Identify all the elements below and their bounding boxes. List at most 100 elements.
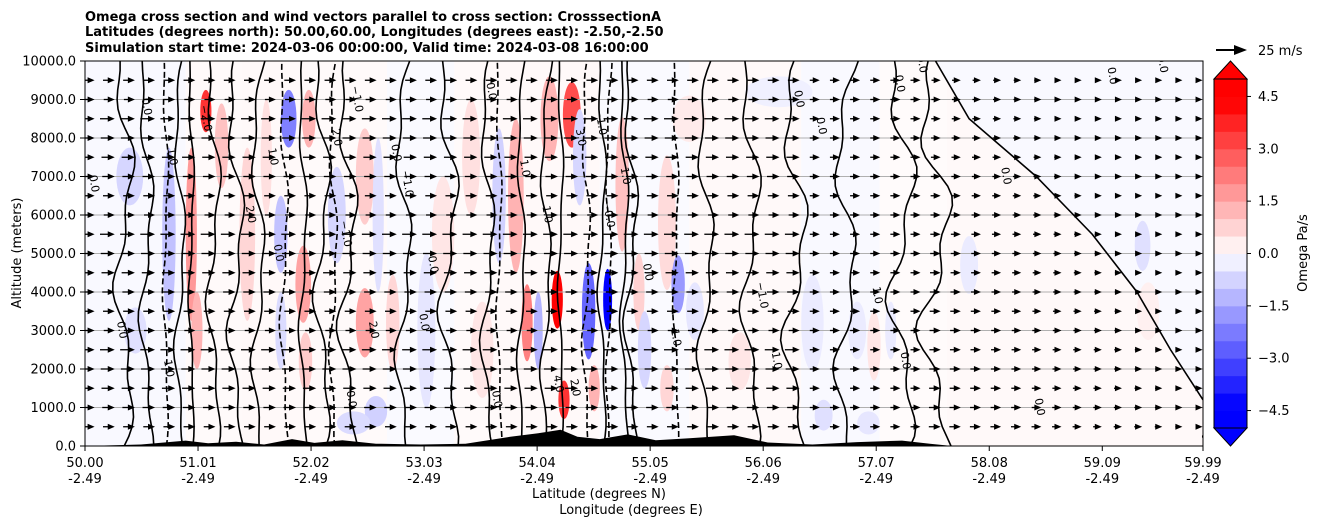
- wind-vector-493: [586, 77, 599, 84]
- wind-vector-head: [812, 366, 820, 372]
- x-tick-latitude-2: 52.02: [292, 456, 329, 471]
- wind-vector-312: [403, 269, 417, 276]
- wind-vector-98: [181, 366, 196, 372]
- wind-vector-head: [1074, 308, 1082, 315]
- wind-vector-head: [571, 212, 579, 218]
- wind-vector-head: [1175, 404, 1183, 411]
- wind-vector-head: [490, 173, 498, 180]
- wind-vector-107: [183, 192, 196, 199]
- wind-vector-head: [289, 346, 297, 353]
- contour-label-28: 1.0: [769, 351, 785, 370]
- wind-vector-head: [148, 404, 156, 411]
- wind-vector-head: [550, 423, 558, 430]
- wind-vector-head: [812, 231, 820, 238]
- wind-vector-head: [913, 135, 921, 141]
- wind-vector-head: [289, 289, 297, 295]
- wind-vector-head: [772, 423, 780, 430]
- wind-vector-head: [530, 77, 538, 84]
- wind-vector-head: [148, 327, 156, 334]
- wind-vector-214: [305, 327, 317, 334]
- wind-vector-head: [268, 385, 276, 392]
- wind-vector-head: [873, 385, 881, 392]
- wind-vector-216: [303, 289, 317, 295]
- wind-vector-804: [929, 308, 941, 315]
- wind-vector-head: [671, 192, 679, 199]
- wind-vector-1016: [1155, 250, 1163, 257]
- colorbar-segment-7: [1214, 288, 1247, 307]
- wind-vector-104: [181, 250, 196, 257]
- wind-vector-249: [343, 385, 357, 392]
- wind-vector-394: [484, 154, 498, 161]
- wind-vector-head: [1114, 404, 1122, 411]
- wind-vector-1006: [1135, 77, 1143, 84]
- wind-vector-head: [1155, 77, 1163, 84]
- wind-vector-head: [1175, 135, 1183, 141]
- wind-vector-93: [164, 96, 176, 103]
- wind-vector-100: [184, 327, 196, 334]
- wind-vector-550: [646, 77, 659, 84]
- wind-vector-head: [651, 154, 659, 161]
- wind-vector-head: [832, 289, 840, 295]
- wind-vector-head: [389, 212, 397, 218]
- wind-vector-head: [430, 404, 438, 411]
- wind-vector-429: [526, 212, 538, 218]
- wind-vector-522: [624, 250, 639, 257]
- contour-label-27: −1.0: [753, 281, 770, 310]
- wind-vector-head: [470, 115, 478, 122]
- wind-vector-head: [913, 404, 921, 411]
- wind-vector-head: [1135, 366, 1143, 372]
- wind-vector-head: [1014, 250, 1022, 257]
- wind-vector-741: [870, 423, 881, 430]
- wind-vector-head: [409, 308, 417, 315]
- wind-vector-head: [530, 212, 538, 218]
- wind-vector-362: [464, 404, 478, 411]
- wind-vector-810: [930, 192, 941, 199]
- wind-vector-370: [463, 250, 478, 257]
- wind-vector-head: [1034, 385, 1042, 392]
- wind-vector-head: [1175, 366, 1183, 372]
- wind-vector-40: [121, 385, 135, 392]
- wind-vector-head: [933, 327, 941, 334]
- wind-vector-981: [1114, 192, 1122, 199]
- wind-vector-head: [127, 423, 135, 430]
- wind-vector-348: [445, 308, 458, 315]
- wind-vector-head: [832, 385, 840, 392]
- wind-vector-640: [746, 173, 760, 180]
- x-tick-longitude-8: -2.49: [972, 472, 1006, 487]
- wind-vector-head: [631, 231, 639, 238]
- wind-vector-984: [1114, 135, 1122, 141]
- wind-vector-head: [1175, 327, 1183, 334]
- wind-vector-796: [910, 96, 921, 103]
- wind-vector-head: [550, 366, 558, 372]
- wind-vector-826: [950, 250, 961, 257]
- wind-vector-head: [571, 154, 579, 161]
- wind-vector-592: [705, 366, 720, 372]
- wind-vector-260: [343, 173, 357, 180]
- wind-vector-682: [788, 96, 800, 103]
- wind-vector-head: [369, 135, 377, 141]
- wind-vector-138: [224, 327, 236, 334]
- contour-label-15: 2.0: [366, 320, 382, 339]
- wind-vector-head: [631, 115, 639, 122]
- title-line-2: Latitudes (degrees north): 50.00,60.00, …: [85, 25, 664, 40]
- wind-vector-head: [107, 308, 115, 315]
- wind-vector-541: [644, 250, 659, 257]
- wind-vector-head: [248, 135, 256, 141]
- wind-vector-733: [850, 212, 861, 218]
- wind-vector-head: [127, 289, 135, 295]
- wind-vector-head: [772, 404, 780, 411]
- wind-vector-head: [1094, 423, 1102, 430]
- wind-vector-head: [994, 269, 1002, 276]
- wind-vector-142: [221, 250, 236, 257]
- wind-vector-head: [127, 173, 135, 180]
- wind-vector-450: [545, 173, 558, 180]
- wind-vector-225: [301, 115, 317, 122]
- wind-vector-948: [1074, 96, 1082, 103]
- wind-vector-head: [228, 346, 236, 353]
- wind-vector-head: [309, 77, 317, 84]
- wind-vector-55: [123, 96, 135, 103]
- wind-vector-438: [545, 404, 558, 411]
- wind-vector-671: [787, 308, 800, 315]
- wind-vector-221: [304, 192, 317, 199]
- wind-vector-393: [484, 173, 498, 180]
